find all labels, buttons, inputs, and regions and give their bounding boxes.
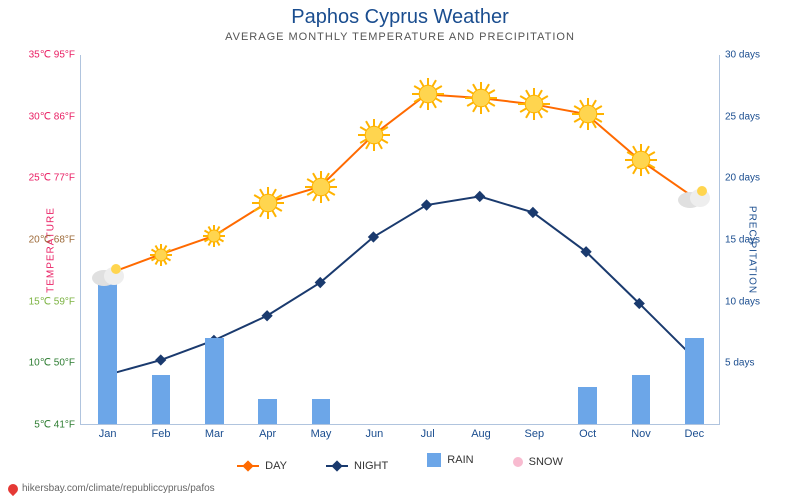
legend-snow: SNOW bbox=[513, 456, 563, 468]
sun-icon bbox=[518, 88, 550, 120]
footer-attribution: hikersbay.com/climate/republiccyprus/paf… bbox=[8, 483, 215, 494]
rain-bar bbox=[152, 375, 171, 424]
legend-night: NIGHT bbox=[326, 460, 388, 472]
precip-tick: 25 days bbox=[719, 111, 760, 122]
rain-bar bbox=[258, 399, 277, 424]
rain-bar bbox=[98, 282, 117, 424]
chart-title: Paphos Cyprus Weather bbox=[0, 0, 800, 29]
temp-tick: 5℃ 41°F bbox=[34, 420, 81, 431]
sun-icon bbox=[412, 78, 444, 110]
sun-icon bbox=[305, 171, 337, 203]
sun-icon bbox=[203, 225, 225, 247]
temp-tick: 35℃ 95°F bbox=[29, 50, 81, 61]
temp-tick: 10℃ 50°F bbox=[29, 358, 81, 369]
precip-tick: 30 days bbox=[719, 50, 760, 61]
month-tick: Mar bbox=[205, 424, 224, 440]
month-tick: Aug bbox=[471, 424, 491, 440]
sun-icon bbox=[625, 144, 657, 176]
rain-bar bbox=[205, 338, 224, 424]
precip-tick: 15 days bbox=[719, 235, 760, 246]
rain-bar bbox=[578, 387, 597, 424]
legend-rain: RAIN bbox=[427, 453, 473, 467]
sun-icon bbox=[572, 98, 604, 130]
cloud-icon bbox=[676, 185, 712, 209]
chart-plot-area: 5℃ 41°F10℃ 50°F15℃ 59°F20℃ 68°F25℃ 77°F3… bbox=[80, 55, 720, 425]
chart-legend: DAY NIGHT RAIN SNOW bbox=[0, 453, 800, 472]
temp-tick: 15℃ 59°F bbox=[29, 296, 81, 307]
temp-tick: 25℃ 77°F bbox=[29, 173, 81, 184]
right-axis-label: PRECIPITATION bbox=[746, 206, 757, 294]
sun-icon bbox=[150, 244, 172, 266]
month-tick: Nov bbox=[631, 424, 651, 440]
cloud-icon bbox=[90, 263, 126, 287]
legend-day: DAY bbox=[237, 460, 287, 472]
precip-tick: 20 days bbox=[719, 173, 760, 184]
left-axis-label: TEMPERATURE bbox=[45, 207, 56, 293]
precip-tick: 10 days bbox=[719, 296, 760, 307]
month-tick: May bbox=[311, 424, 332, 440]
precip-tick: 5 days bbox=[719, 358, 754, 369]
month-tick: Jan bbox=[99, 424, 117, 440]
sun-icon bbox=[465, 82, 497, 114]
rain-bar bbox=[632, 375, 651, 424]
month-tick: Apr bbox=[259, 424, 276, 440]
temp-tick: 30℃ 86°F bbox=[29, 111, 81, 122]
chart-subtitle: AVERAGE MONTHLY TEMPERATURE AND PRECIPIT… bbox=[0, 29, 800, 43]
month-tick: Jul bbox=[421, 424, 435, 440]
chart-lines-svg bbox=[81, 55, 719, 424]
footer-url: hikersbay.com/climate/republiccyprus/paf… bbox=[22, 483, 215, 494]
temp-tick: 20℃ 68°F bbox=[29, 235, 81, 246]
rain-bar bbox=[685, 338, 704, 424]
month-tick: Dec bbox=[685, 424, 705, 440]
month-tick: Oct bbox=[579, 424, 596, 440]
map-pin-icon bbox=[6, 481, 20, 495]
sun-icon bbox=[358, 119, 390, 151]
sun-icon bbox=[252, 187, 284, 219]
rain-bar bbox=[312, 399, 331, 424]
month-tick: Jun bbox=[365, 424, 383, 440]
month-tick: Sep bbox=[525, 424, 545, 440]
month-tick: Feb bbox=[152, 424, 171, 440]
